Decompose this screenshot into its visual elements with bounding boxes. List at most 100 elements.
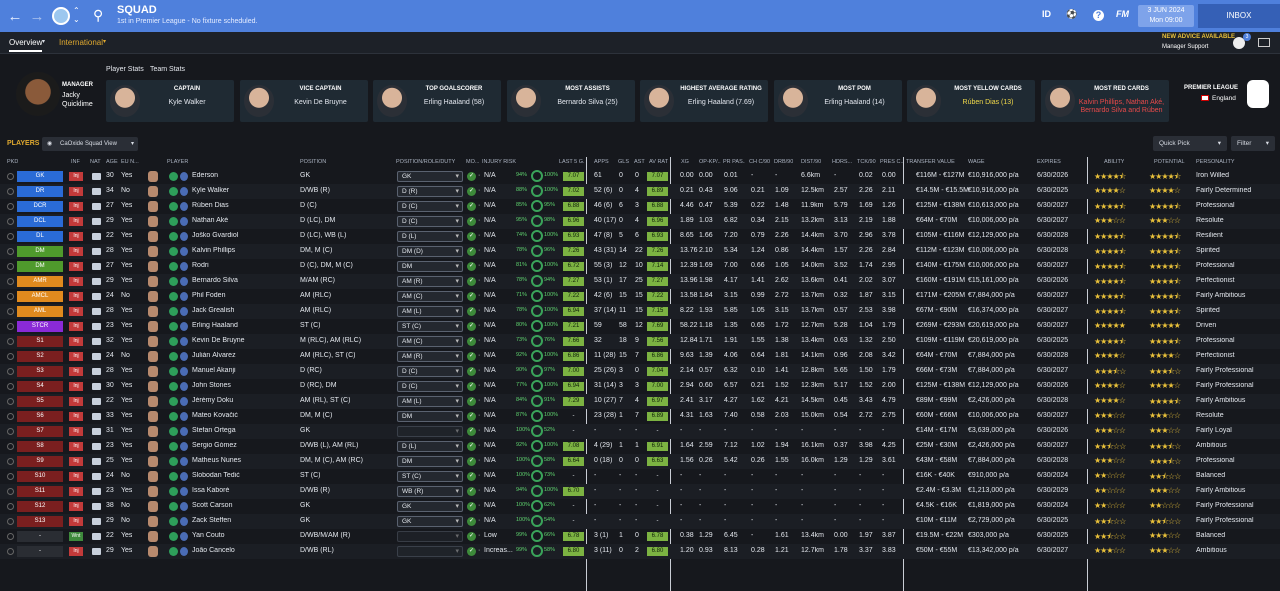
cell-name[interactable]: Jack Grealish	[192, 307, 235, 314]
table-row[interactable]: S3 Inj D (C) ✓·N/A 90% 97% 7.00 7.04 28 Yes Manuel…	[0, 364, 1280, 379]
role-select[interactable]: GK	[397, 171, 463, 182]
pick-radio[interactable]	[7, 368, 14, 375]
back-icon[interactable]: ←	[7, 8, 23, 25]
position-slot[interactable]: S10	[17, 471, 63, 482]
col-gls[interactable]: GLS	[618, 159, 630, 165]
table-row[interactable]: S5 Inj AM (L) ✓·N/A 84% 91% 7.29 6.97 22 Yes Jérém…	[0, 394, 1280, 409]
position-slot[interactable]: S7	[17, 426, 63, 437]
position-slot[interactable]: DCR	[17, 201, 63, 212]
col-avrat[interactable]: AV RAT	[649, 159, 669, 165]
cell-name[interactable]: John Stones	[192, 382, 231, 389]
stat-card[interactable]: VICE CAPTAIN Kevin De Bruyne	[239, 80, 368, 122]
cell-name[interactable]: Slobodan Tedić	[192, 472, 240, 479]
pick-radio[interactable]	[7, 533, 14, 540]
cell-name[interactable]: Issa Kaboré	[192, 487, 230, 494]
col-personality[interactable]: PERSONALITY	[1196, 159, 1235, 165]
club-icon[interactable]: ⚽	[1066, 9, 1078, 19]
cell-name[interactable]: Bernardo Silva	[192, 277, 238, 284]
col-eu[interactable]: EU N...	[121, 159, 139, 165]
id-icon[interactable]: ID	[1042, 9, 1051, 19]
date-box[interactable]: 3 JUN 2024 Mon 09:00	[1138, 5, 1194, 27]
table-row[interactable]: S6 Inj DM ✓·N/A 87% 100% - 6.89 33 Yes Mateo Kovač…	[0, 409, 1280, 424]
table-row[interactable]: AMR Inj AM (R) ✓·N/A 78% 94% 7.27 7.27 29 Yes Bern…	[0, 274, 1280, 289]
position-slot[interactable]: S9	[17, 456, 63, 467]
role-select[interactable]	[397, 531, 463, 542]
position-slot[interactable]: DCL	[17, 216, 63, 227]
stat-card[interactable]: MOST RED CARDS Kalvin Phillips, Nathan Ak…	[1040, 80, 1169, 122]
role-select[interactable]: D (R)	[397, 186, 463, 197]
cell-name[interactable]: Matheus Nunes	[192, 457, 242, 464]
tab-international[interactable]: International	[59, 38, 104, 47]
position-slot[interactable]: S3	[17, 366, 63, 377]
cell-name[interactable]: Erling Haaland	[192, 322, 238, 329]
cell-name[interactable]: João Cancelo	[192, 547, 235, 554]
role-select[interactable]: AM (C)	[397, 291, 463, 302]
role-select[interactable]: D (C)	[397, 216, 463, 227]
position-slot[interactable]: STCR	[17, 321, 63, 332]
table-row[interactable]: S12 Inj GK ✓·N/A 100% 62% - - 38 No Scott Carson GK…	[0, 499, 1280, 514]
position-slot[interactable]: S1	[17, 336, 63, 347]
position-slot[interactable]: DM	[17, 246, 63, 257]
role-select[interactable]	[397, 426, 463, 437]
position-slot[interactable]: S12	[17, 501, 63, 512]
stat-card[interactable]: TOP GOALSCORER Erling Haaland (58)	[373, 80, 501, 122]
pick-radio[interactable]	[7, 188, 14, 195]
pick-radio[interactable]	[7, 308, 14, 315]
player-stats-tab[interactable]: Player Stats	[106, 66, 144, 73]
table-row[interactable]: DM Inj DM (D) ✓·N/A 78% 96% 7.26 7.26 28 Yes Kalvi…	[0, 244, 1280, 259]
stat-card[interactable]: CAPTAIN Kyle Walker	[106, 80, 234, 122]
position-slot[interactable]: S4	[17, 381, 63, 392]
position-slot[interactable]: -	[17, 531, 63, 542]
position-slot[interactable]: S2	[17, 351, 63, 362]
col-age[interactable]: AGE	[106, 159, 118, 165]
stat-card[interactable]: MOST YELLOW CARDS Rúben Dias (13)	[907, 80, 1035, 122]
quick-pick-button[interactable]: Quick Pick ▾	[1153, 136, 1227, 151]
forward-icon[interactable]: →	[29, 8, 45, 25]
table-row[interactable]: GK Inj GK ✓·N/A 94% 100% 7.07 7.07 30 Yes Ederson G…	[0, 169, 1280, 184]
pick-radio[interactable]	[7, 383, 14, 390]
position-slot[interactable]: AMCL	[17, 291, 63, 302]
table-row[interactable]: S13 Inj GK ✓·N/A 100% 54% - - 29 No Zack Steffen GK…	[0, 514, 1280, 529]
table-row[interactable]: STCR Inj ST (C) ✓·N/A 80% 100% 7.21 7.69 23 Yes Er…	[0, 319, 1280, 334]
role-select[interactable]: ST (C)	[397, 321, 463, 332]
table-row[interactable]: S8 Inj D (L) ✓·N/A 92% 100% 7.08 6.91 23 Yes Sergi…	[0, 439, 1280, 454]
table-row[interactable]: S2 Inj AM (R) ✓·N/A 92% 100% 6.86 6.86 24 No Juliá…	[0, 349, 1280, 364]
view-selector[interactable]: ◉ CaOxide Squad View ▾	[42, 137, 138, 151]
cell-name[interactable]: Zack Steffen	[192, 517, 232, 524]
screen-icon[interactable]	[1258, 38, 1270, 47]
cell-name[interactable]: Nathan Aké	[192, 217, 229, 224]
position-slot[interactable]: S8	[17, 441, 63, 452]
stat-card[interactable]: HIGHEST AVERAGE RATING Erling Haaland (7.…	[640, 80, 768, 122]
advice-notice[interactable]: NEW ADVICE AVAILABLE Manager Support	[1162, 34, 1235, 50]
role-select[interactable]: AM (C)	[397, 336, 463, 347]
col-apps[interactable]: APPS	[594, 159, 609, 165]
role-select[interactable]: DM	[397, 261, 463, 272]
col-last5[interactable]: LAST 5 G...	[559, 159, 585, 165]
position-slot[interactable]: S11	[17, 486, 63, 497]
pick-radio[interactable]	[7, 428, 14, 435]
col-role[interactable]: POSITION/ROLE/DUTY	[396, 159, 456, 165]
search-icon[interactable]: ⚲	[93, 7, 104, 23]
col-prpas[interactable]: PR PAS...	[723, 159, 745, 165]
col-chc[interactable]: CH C/90	[749, 159, 771, 165]
pick-radio[interactable]	[7, 488, 14, 495]
role-select[interactable]: GK	[397, 516, 463, 527]
role-select[interactable]: D (C)	[397, 366, 463, 377]
col-ast[interactable]: AST	[634, 159, 645, 165]
table-row[interactable]: S7 Inj ✓·N/A 100% 52% - - 31 Yes Stefan Ortega GK -…	[0, 424, 1280, 439]
role-select[interactable]: AM (R)	[397, 276, 463, 287]
tab-overview[interactable]: Overview	[9, 38, 43, 52]
col-opkp[interactable]: OP-KP/...	[699, 159, 721, 165]
table-row[interactable]: -Inj ✓·Increas...99% 58% 6.80 6.80 29 Yes João …	[0, 544, 1280, 559]
cell-name[interactable]: Jérémy Doku	[192, 397, 234, 404]
role-select[interactable]: WB (R)	[397, 486, 463, 497]
pick-radio[interactable]	[7, 353, 14, 360]
table-row[interactable]: DCR Inj D (C) ✓·N/A 85% 95% 6.88 6.88 27 Yes Rúben…	[0, 199, 1280, 214]
club-crest-icon[interactable]	[52, 7, 70, 25]
team-stats-tab[interactable]: Team Stats	[150, 66, 186, 73]
cell-name[interactable]: Manuel Akanji	[192, 367, 236, 374]
staff-icon[interactable]	[1233, 37, 1245, 49]
col-mo[interactable]: MO...	[466, 159, 480, 165]
cell-name[interactable]: Joško Gvardiol	[192, 232, 239, 239]
